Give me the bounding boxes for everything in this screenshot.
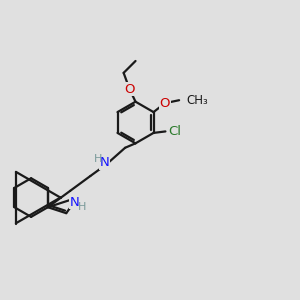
Text: Cl: Cl: [169, 125, 182, 138]
Text: N: N: [70, 196, 80, 208]
Text: N: N: [99, 156, 109, 170]
Text: O: O: [160, 97, 170, 110]
Text: H: H: [78, 202, 86, 212]
Text: H: H: [94, 154, 102, 164]
Text: O: O: [124, 83, 135, 96]
Text: CH₃: CH₃: [187, 94, 208, 107]
